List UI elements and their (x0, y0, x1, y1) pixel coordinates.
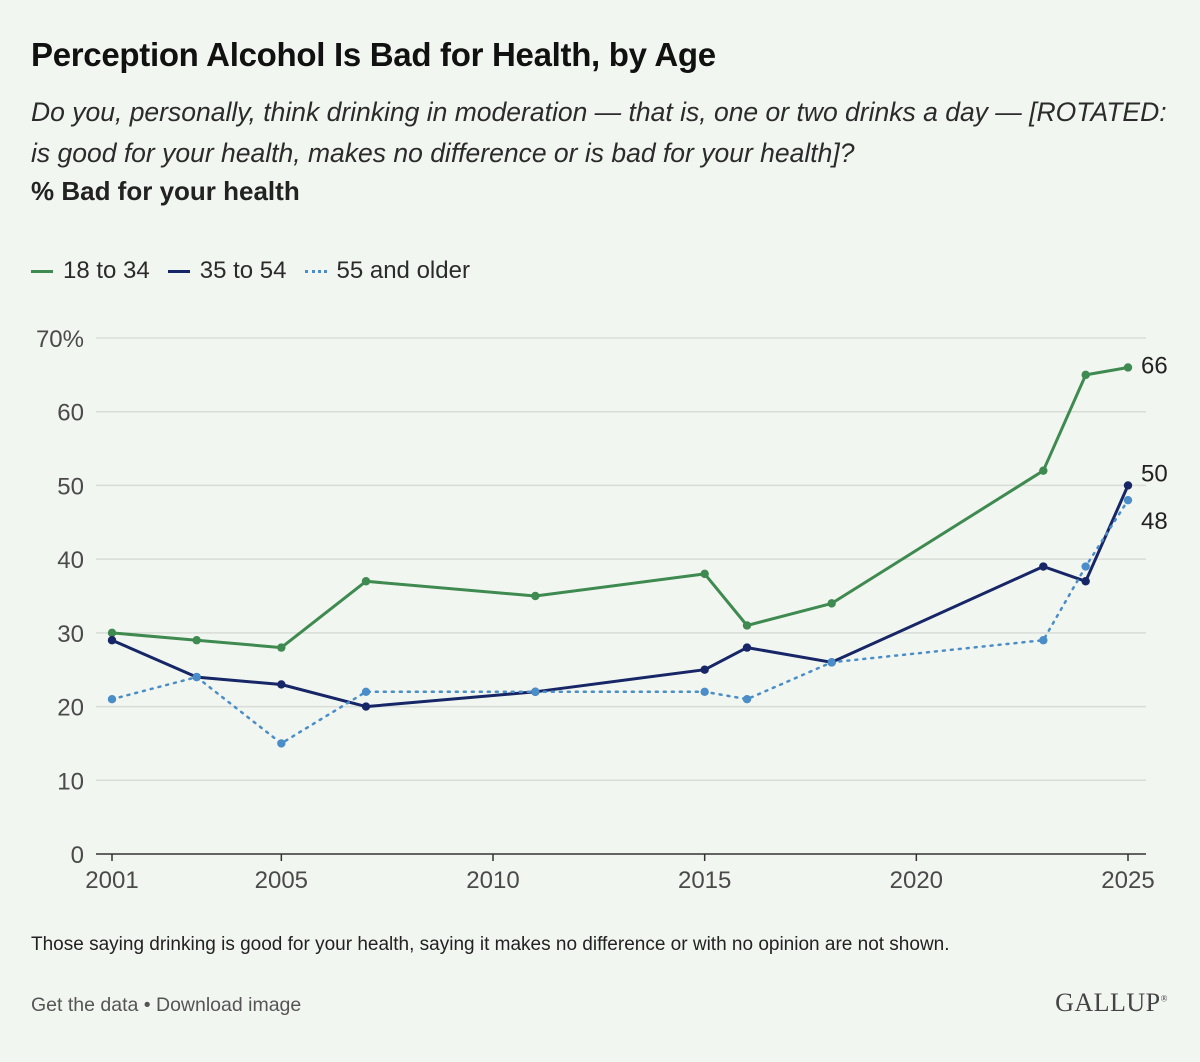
legend-swatch (304, 269, 327, 273)
data-point (1039, 562, 1048, 571)
x-tick-label: 2020 (890, 867, 943, 894)
legend-label: 18 to 34 (63, 257, 150, 284)
data-point (742, 643, 752, 652)
data-point (1081, 562, 1090, 571)
data-point (1123, 363, 1133, 372)
series-line-18-to-34 (110, 366, 1130, 650)
data-point (531, 591, 540, 601)
legend-item: 18 to 34 (31, 257, 150, 285)
x-tick-label: 2025 (1101, 867, 1154, 894)
end-value-label: 66 (1141, 352, 1168, 379)
legend-swatch (167, 269, 190, 273)
line-chart: 0 10 20 30 40 50 60 70% 2001 2005 2010 2015 2020 2025… (36, 326, 1168, 894)
legend: 18 to 34 35 to 54 55 and older (31, 254, 488, 288)
data-point (192, 672, 201, 682)
x-tick-label: 2005 (255, 867, 308, 894)
question-text: Do you, personally, think drinking in mo… (31, 97, 1167, 168)
data-point (277, 739, 286, 748)
data-point (107, 628, 117, 638)
chart-note: Those saying drinking is good for your h… (31, 934, 950, 955)
y-tick-label: 60 (57, 400, 84, 427)
data-point (700, 569, 709, 579)
y-tick-label: 70% (36, 326, 84, 353)
data-point (742, 621, 752, 630)
x-tick-label: 2001 (85, 867, 138, 894)
legend-label: 35 to 54 (199, 257, 287, 284)
end-value-label: 48 (1141, 508, 1168, 535)
legend-swatch (31, 269, 53, 273)
data-point (531, 687, 540, 697)
data-point (277, 643, 286, 652)
y-tick-label: 50 (57, 473, 84, 500)
data-point (827, 658, 836, 667)
data-point (1039, 466, 1048, 475)
legend-label: 55 and older (336, 257, 470, 284)
data-point (742, 695, 752, 704)
data-point (700, 665, 709, 674)
data-point (192, 636, 201, 645)
chart-title: Perception Alcohol Is Bad for Health, by… (31, 36, 716, 73)
data-point (1081, 370, 1090, 380)
data-point (1081, 577, 1090, 586)
data-point (277, 680, 286, 689)
data-point (1123, 481, 1133, 490)
footer-links: Get the data • Download image (31, 994, 301, 1017)
legend-item: 55 and older (304, 257, 470, 285)
y-tick-label: 40 (57, 547, 84, 574)
y-tick-label: 30 (57, 621, 84, 648)
y-tick-label: 10 (57, 768, 84, 795)
data-point (361, 687, 371, 697)
gallup-logo[interactable]: GALLUP® (1055, 988, 1168, 1018)
get-data-link[interactable]: Get the data (31, 994, 139, 1016)
data-point (107, 636, 117, 645)
data-point (1039, 636, 1048, 645)
y-tick-label: 20 (57, 695, 84, 722)
download-image-link[interactable]: Download image (156, 994, 302, 1016)
x-tick-label: 2015 (678, 867, 731, 894)
x-tick-label: 2010 (466, 867, 519, 894)
data-point (361, 577, 371, 586)
data-point (361, 702, 371, 711)
gallup-logo-text: GALLUP (1055, 988, 1161, 1017)
measure-label: % Bad for your health (31, 176, 300, 206)
data-point (107, 695, 117, 704)
separator-dot: • (143, 994, 151, 1016)
legend-item: 35 to 54 (167, 257, 287, 285)
series-line-35-to-54 (110, 483, 1130, 709)
data-point (700, 687, 709, 697)
registered-mark: ® (1160, 993, 1168, 1004)
end-value-label: 50 (1141, 460, 1168, 487)
y-tick-label: 0 (71, 842, 84, 869)
data-point (1123, 495, 1133, 505)
data-point (827, 599, 836, 608)
